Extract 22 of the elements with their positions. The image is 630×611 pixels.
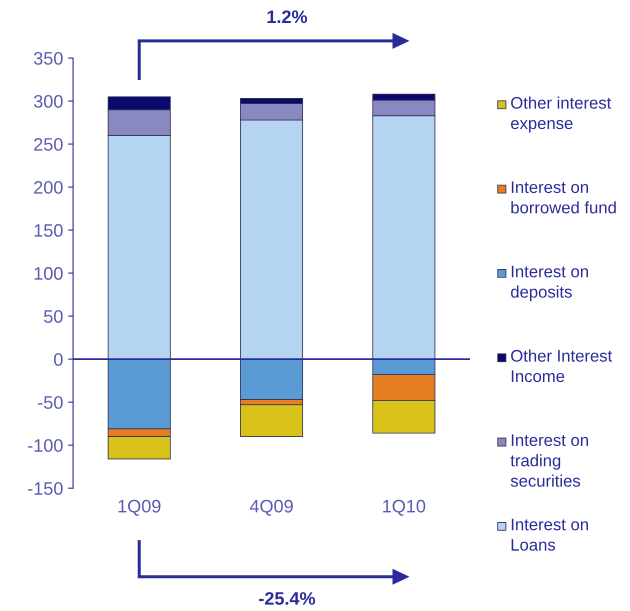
x-tick-label: 1Q09 xyxy=(118,500,160,516)
y-tick-label: 100 xyxy=(34,267,63,280)
y-tick-label: 350 xyxy=(34,52,63,65)
text: 1.2% xyxy=(268,10,308,24)
legend-label: Interest on deposits xyxy=(511,266,588,302)
y-tick-label: -100 xyxy=(28,439,63,452)
y-tick-label: -150 xyxy=(28,482,63,495)
y-tick-label: 0 xyxy=(54,353,63,366)
legend-label: Other Interest Income xyxy=(511,349,612,382)
legend-label: Interest on Loans xyxy=(512,518,588,551)
text: -25.4% xyxy=(259,592,316,605)
legend-label: Other interest expense xyxy=(511,96,612,132)
y-tick-label: 150 xyxy=(34,224,63,237)
y-tick-label: 200 xyxy=(34,181,63,194)
x-tick-label: 1Q10 xyxy=(383,500,426,516)
legend-label: Interest on trading securities xyxy=(510,434,588,487)
legend-label: Interest on borrowed fund xyxy=(511,181,616,214)
y-tick-label: -50 xyxy=(38,396,63,409)
y-tick-label: 50 xyxy=(44,310,63,323)
y-tick-label: 250 xyxy=(34,138,63,151)
x-tick-label: 4Q09 xyxy=(250,500,293,516)
y-tick-label: 300 xyxy=(34,94,63,108)
